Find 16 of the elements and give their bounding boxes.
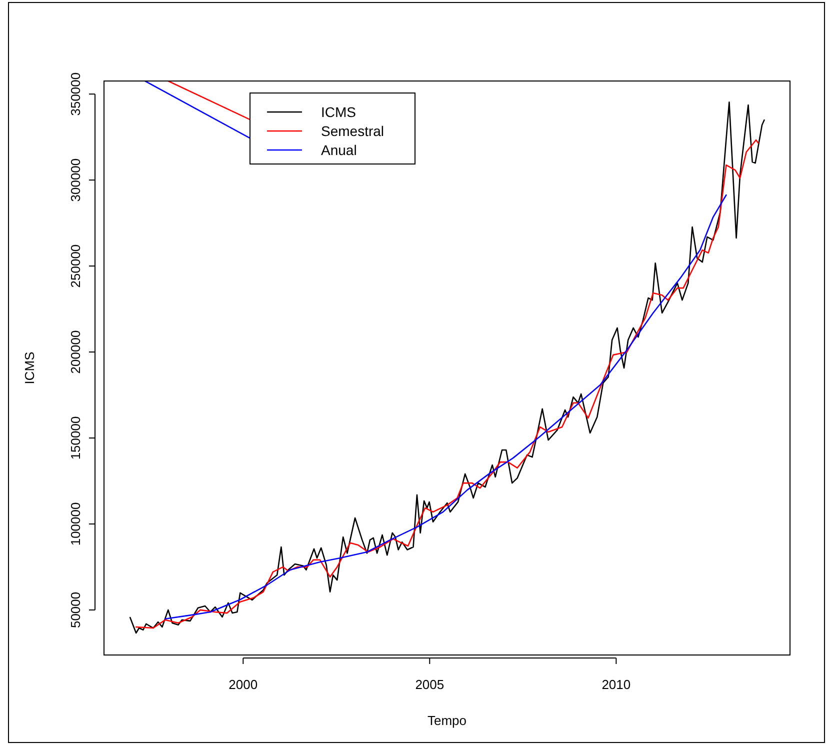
x-axis-title: Tempo [427, 713, 467, 728]
y-axis-title: ICMS [22, 351, 37, 384]
y-tick-label: 150000 [68, 416, 83, 460]
y-tick-label: 50000 [68, 592, 83, 628]
y-tick-label: 100000 [68, 502, 83, 546]
y-tick-label: 350000 [68, 72, 83, 116]
legend-label: Semestral [321, 123, 384, 139]
y-tick-label: 250000 [68, 244, 83, 288]
x-tick-label: 2000 [228, 677, 258, 692]
x-tick-label: 2010 [602, 677, 631, 692]
x-tick-label: 2005 [415, 677, 444, 692]
legend-label: Anual [321, 142, 357, 158]
y-tick-label: 300000 [68, 158, 83, 202]
line-series [164, 194, 727, 620]
y-tick-label: 200000 [68, 330, 83, 374]
legend-label: ICMS [321, 104, 356, 120]
